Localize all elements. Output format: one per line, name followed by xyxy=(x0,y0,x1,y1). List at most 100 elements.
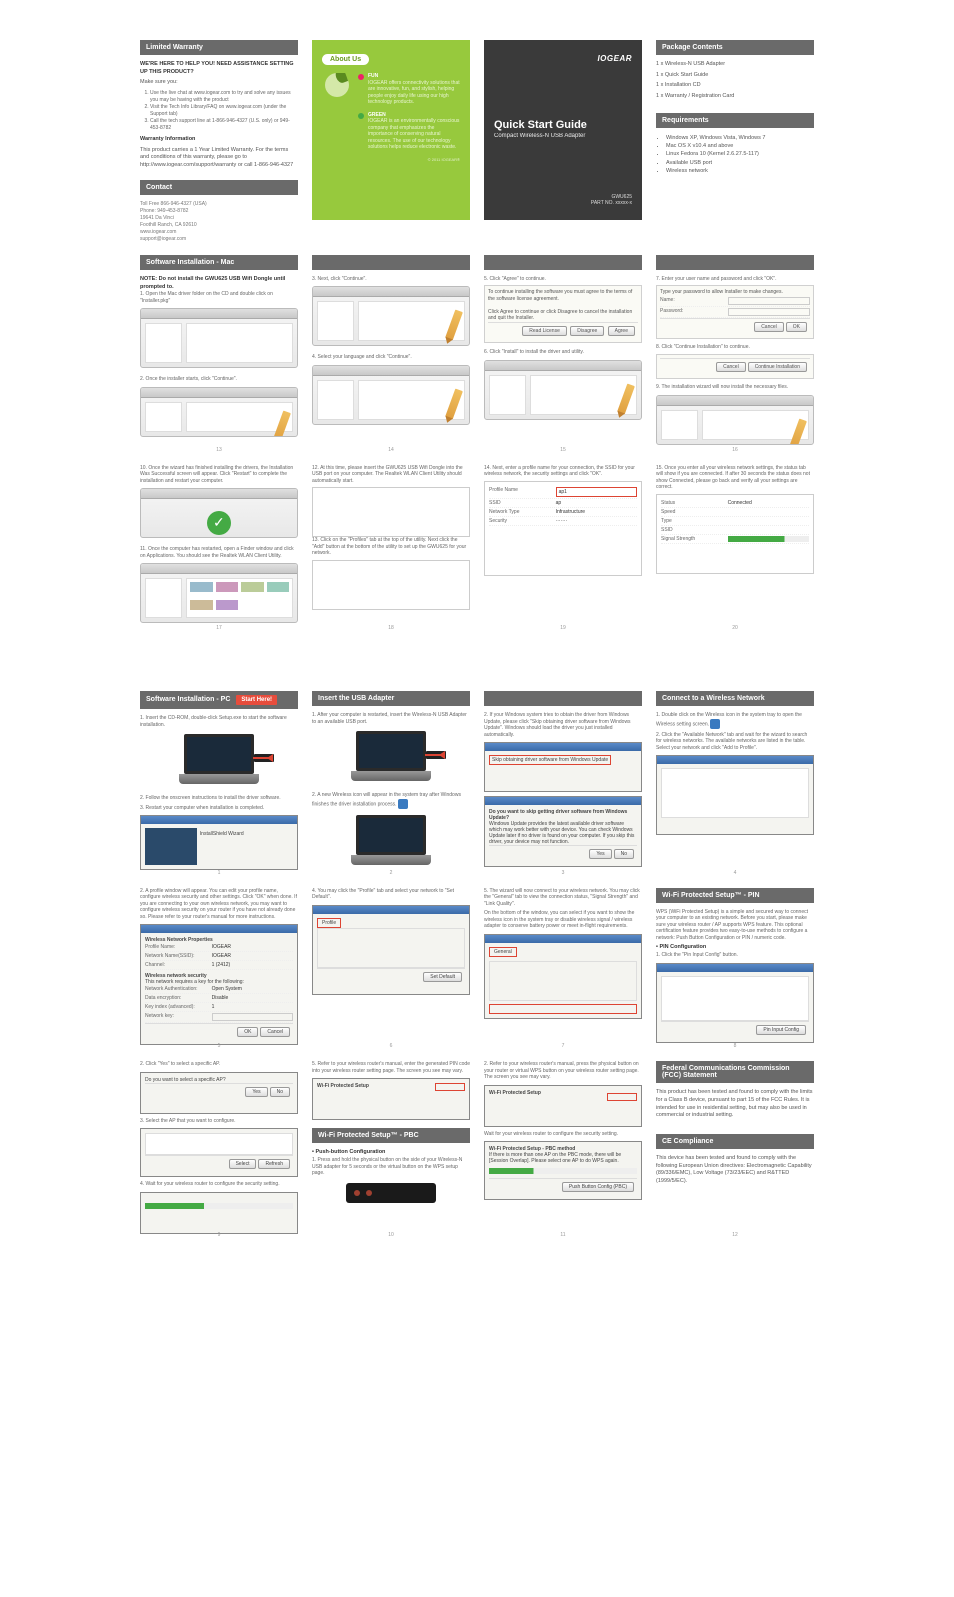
btn-no[interactable]: No xyxy=(270,1087,290,1097)
btn-agree[interactable]: Agree xyxy=(608,326,635,337)
header-package: Package Contents xyxy=(656,40,814,55)
screenshot-driver-install: Skip obtaining driver software from Wind… xyxy=(484,742,642,792)
screenshot-installer-3 xyxy=(312,365,470,425)
laptop-image xyxy=(179,734,259,789)
start-here-badge: Start Here! xyxy=(236,695,277,705)
panel-cover: IOGEAR Quick Start Guide Compact Wireles… xyxy=(484,40,642,243)
wifi-tray-icon xyxy=(398,799,408,809)
panel-usb: Insert the USB Adapter 1. After your com… xyxy=(312,691,470,876)
screenshot-wps-progress xyxy=(140,1192,298,1234)
btn-select[interactable]: Select xyxy=(229,1159,257,1169)
laptop-image-3 xyxy=(351,815,431,870)
qsg-title: Quick Start Guide xyxy=(494,119,632,131)
panel-profile-tab: 4. You may click the "Profile" tab and s… xyxy=(312,888,470,1050)
header-mac: Software Installation - Mac xyxy=(140,255,298,270)
btn-disagree[interactable]: Disagree xyxy=(570,326,604,337)
btn-yes[interactable]: Yes xyxy=(245,1087,267,1097)
requirements-list: Windows XP, Windows Vista, Windows 7Mac … xyxy=(656,134,814,175)
btn-pin-input[interactable]: Pin Input Config xyxy=(756,1025,806,1035)
about-badge: About Us xyxy=(322,54,369,65)
btn-yes[interactable]: Yes xyxy=(589,849,611,859)
screenshot-installing xyxy=(656,395,814,445)
header-ce: CE Compliance xyxy=(656,1134,814,1149)
panel-mac-8: 15. Once you enter all your wireless net… xyxy=(656,465,814,632)
password-dialog: Type your password to allow Installer to… xyxy=(656,285,814,339)
screenshot-wlan-utility xyxy=(312,487,470,537)
panel-wps-pin-2: 2. Click "Yes" to select a specific AP. … xyxy=(140,1061,298,1238)
header-pc: Software Installation - PC Start Here! xyxy=(140,691,298,709)
btn-read-license[interactable]: Read License xyxy=(522,326,567,337)
screenshot-select-ap-confirm: Do you want to select a specific AP?YesN… xyxy=(140,1072,298,1114)
panel-mac-7: 14. Next, enter a profile name for your … xyxy=(484,465,642,632)
panel-connect: Connect to a Wireless Network 1. Double … xyxy=(656,691,814,876)
screenshot-success xyxy=(140,488,298,538)
contact-body: Toll Free 866-946-4327 (USA) Phone: 949-… xyxy=(140,201,298,243)
panel-mac-5: 10. Once the wizard has finished install… xyxy=(140,465,298,632)
screenshot-installshield: InstallShield Wizard xyxy=(140,815,298,870)
btn-set-default[interactable]: Set Default xyxy=(423,972,462,982)
header-contact: Contact xyxy=(140,180,298,195)
screenshot-skip-confirm: Do you want to skip getting driver softw… xyxy=(484,796,642,867)
panel-wps-pin: Wi-Fi Protected Setup™ - PIN WPS (WiFi P… xyxy=(656,888,814,1050)
screenshot-finder xyxy=(140,308,298,368)
screenshot-installer-4 xyxy=(484,360,642,420)
header-wps-pin: Wi-Fi Protected Setup™ - PIN xyxy=(656,888,814,903)
screenshot-pbc-method: Wi-Fi Protected Setup - PBC method If th… xyxy=(484,1141,642,1200)
continue-dialog: CancelContinue Installation xyxy=(656,354,814,380)
screenshot-available-networks xyxy=(656,755,814,835)
panel-mac-3: 5. Click "Agree" to continue. To continu… xyxy=(484,255,642,453)
screenshot-installer-1 xyxy=(140,387,298,437)
header-wps-pbc: Wi-Fi Protected Setup™ - PBC xyxy=(312,1128,470,1143)
panel-pc-1: Software Installation - PC Start Here! 1… xyxy=(140,691,298,876)
btn-ok[interactable]: OK xyxy=(786,322,807,333)
panel-mac-6: 12. At this time, please insert the GWU6… xyxy=(312,465,470,632)
laptop-image-2 xyxy=(351,731,431,786)
screenshot-profile-list: ProfileSet Default xyxy=(312,905,470,995)
btn-no[interactable]: No xyxy=(614,849,634,859)
screenshot-profile-props: Wireless Network Properties Profile Name… xyxy=(140,924,298,1045)
screenshot-profiles-tab xyxy=(312,560,470,610)
arrow-icon xyxy=(253,757,269,759)
arrow-icon xyxy=(425,754,441,756)
btn-cancel[interactable]: Cancel xyxy=(754,322,784,333)
screenshot-status: StatusConnected Speed Type SSID Signal S… xyxy=(656,494,814,574)
header-warranty: Limited Warranty xyxy=(140,40,298,55)
part-number: PART NO. xxxxx-x xyxy=(494,200,632,206)
screenshot-ap-list: SelectRefresh xyxy=(140,1128,298,1177)
screenshot-router-wps: Wi-Fi Protected Setup xyxy=(484,1085,642,1127)
screenshot-general-tab: General xyxy=(484,934,642,1019)
panel-warranty: Limited Warranty WE'RE HERE TO HELP YOU!… xyxy=(140,40,298,243)
btn-pbc[interactable]: Push Button Config (PBC) xyxy=(562,1182,634,1192)
router-image xyxy=(346,1183,436,1203)
btn-refresh[interactable]: Refresh xyxy=(258,1159,290,1169)
header-connect: Connect to a Wireless Network xyxy=(656,691,814,706)
btn-cancel[interactable]: Cancel xyxy=(260,1027,290,1037)
panel-wps-pbc: 5. Refer to your wireless router's manua… xyxy=(312,1061,470,1238)
screenshot-router-pin: Wi-Fi Protected Setup xyxy=(312,1078,470,1120)
check-icon xyxy=(207,511,231,535)
btn-ok[interactable]: OK xyxy=(237,1027,258,1037)
warranty-body: WE'RE HERE TO HELP YOU! NEED ASSISTANCE … xyxy=(140,61,298,170)
screenshot-applications xyxy=(140,563,298,623)
screenshot-wps-pin: Pin Input Config xyxy=(656,963,814,1043)
panel-general: 5. The wizard will now connect to your w… xyxy=(484,888,642,1050)
header-fcc: Federal Communications Commission (FCC) … xyxy=(656,1061,814,1083)
agree-dialog: To continue installing the software you … xyxy=(484,285,642,343)
brand-logo: IOGEAR xyxy=(494,54,632,63)
panel-profile: 2. A profile window will appear. You can… xyxy=(140,888,298,1050)
screenshot-installer-2 xyxy=(312,286,470,346)
panel-package: Package Contents 1 x Wireless-N USB Adap… xyxy=(656,40,814,243)
panel-about: About Us FUNIOGEAR offers connectivity s… xyxy=(312,40,470,243)
qsg-subtitle: Compact Wireless-N USB Adapter xyxy=(494,133,632,139)
panel-mac-4: 7. Enter your user name and password and… xyxy=(656,255,814,453)
panel-fcc-ce: Federal Communications Commission (FCC) … xyxy=(656,1061,814,1238)
panel-mac-1: Software Installation - Mac NOTE: Do not… xyxy=(140,255,298,453)
panel-winupd: 2. If your Windows system tries to obtai… xyxy=(484,691,642,876)
btn-continue-install[interactable]: Continue Installation xyxy=(748,362,807,373)
panel-wps-pbc-2: 2. Refer to your wireless router's manua… xyxy=(484,1061,642,1238)
panel-mac-2: 3. Next, click "Continue". 4. Select you… xyxy=(312,255,470,453)
header-usb: Insert the USB Adapter xyxy=(312,691,470,706)
mascot-icon xyxy=(322,73,352,113)
screenshot-profile-settings: Profile Nameap1 SSIDap Network TypeInfra… xyxy=(484,481,642,576)
wifi-tray-icon xyxy=(710,719,720,729)
